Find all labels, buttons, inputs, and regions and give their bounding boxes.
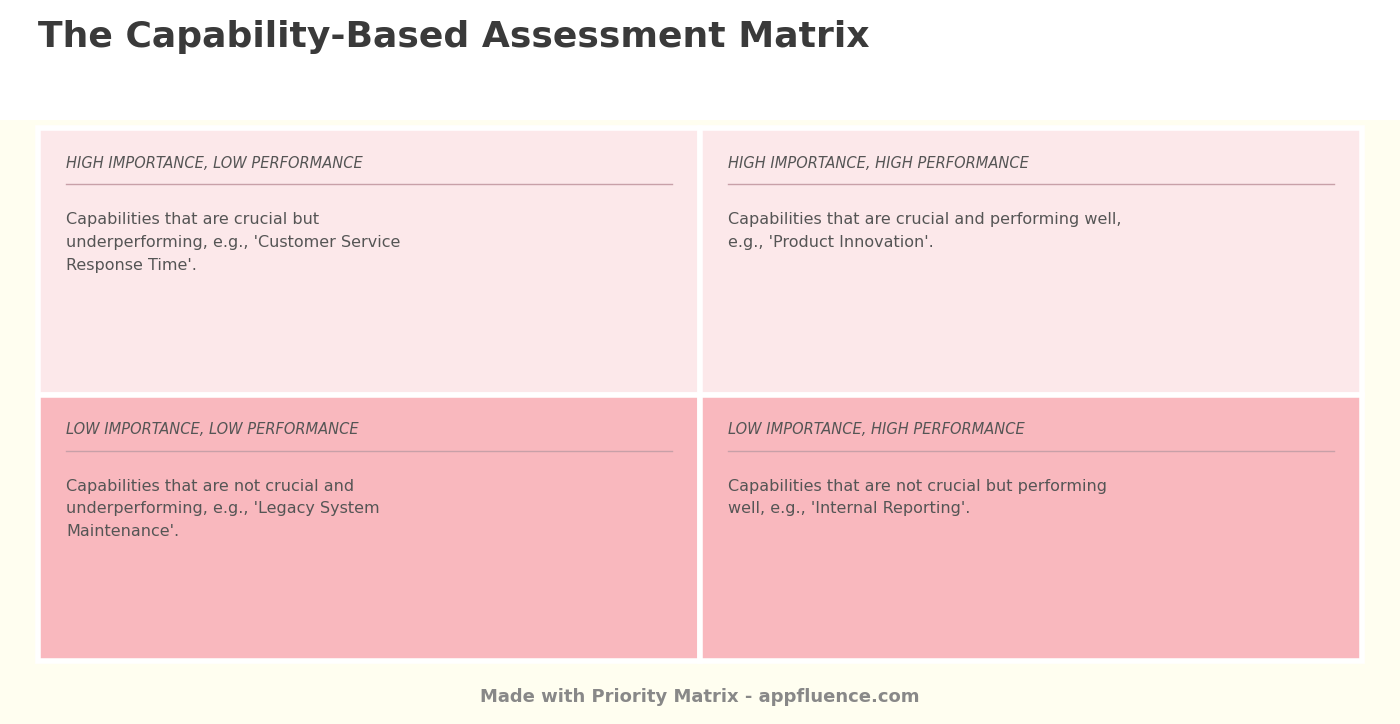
Bar: [38, 128, 700, 395]
Bar: [0, 0, 1400, 120]
Bar: [0, 120, 1400, 669]
Text: Capabilities that are not crucial and
underperforming, e.g., 'Legacy System
Main: Capabilities that are not crucial and un…: [66, 479, 379, 539]
Text: HIGH IMPORTANCE, HIGH PERFORMANCE: HIGH IMPORTANCE, HIGH PERFORMANCE: [728, 156, 1029, 171]
Text: Capabilities that are crucial but
underperforming, e.g., 'Customer Service
Respo: Capabilities that are crucial but underp…: [66, 212, 400, 273]
Bar: [38, 395, 700, 661]
Bar: [700, 128, 1362, 395]
Text: Capabilities that are crucial and performing well,
e.g., 'Product Innovation'.: Capabilities that are crucial and perfor…: [728, 212, 1121, 250]
Text: The Capability-Based Assessment Matrix: The Capability-Based Assessment Matrix: [38, 20, 869, 54]
Text: LOW IMPORTANCE, LOW PERFORMANCE: LOW IMPORTANCE, LOW PERFORMANCE: [66, 423, 358, 437]
Text: HIGH IMPORTANCE, LOW PERFORMANCE: HIGH IMPORTANCE, LOW PERFORMANCE: [66, 156, 363, 171]
Text: Made with Priority Matrix - appfluence.com: Made with Priority Matrix - appfluence.c…: [480, 688, 920, 705]
Text: Capabilities that are not crucial but performing
well, e.g., 'Internal Reporting: Capabilities that are not crucial but pe…: [728, 479, 1107, 516]
Bar: [700, 395, 1362, 661]
Text: LOW IMPORTANCE, HIGH PERFORMANCE: LOW IMPORTANCE, HIGH PERFORMANCE: [728, 423, 1025, 437]
Bar: [0, 669, 1400, 724]
